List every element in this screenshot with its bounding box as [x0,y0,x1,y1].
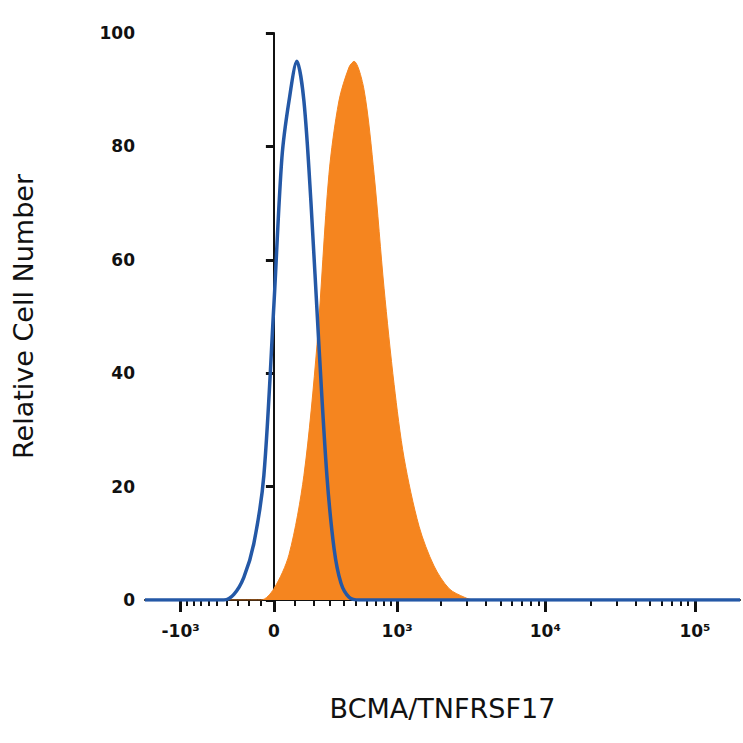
svg-text:10⁴: 10⁴ [530,621,561,641]
svg-text:100: 100 [100,23,136,43]
svg-text:80: 80 [111,136,135,156]
svg-text:0: 0 [123,590,135,610]
svg-text:0: 0 [268,621,280,641]
svg-text:60: 60 [111,250,135,270]
svg-text:40: 40 [111,363,135,383]
svg-text:Relative Cell Number: Relative Cell Number [8,173,39,459]
svg-text:10⁵: 10⁵ [679,621,710,641]
svg-text:10³: 10³ [382,621,413,641]
svg-text:-10³: -10³ [162,621,200,641]
svg-text:20: 20 [111,477,135,497]
svg-text:BCMA/TNFRSF17: BCMA/TNFRSF17 [330,693,556,724]
